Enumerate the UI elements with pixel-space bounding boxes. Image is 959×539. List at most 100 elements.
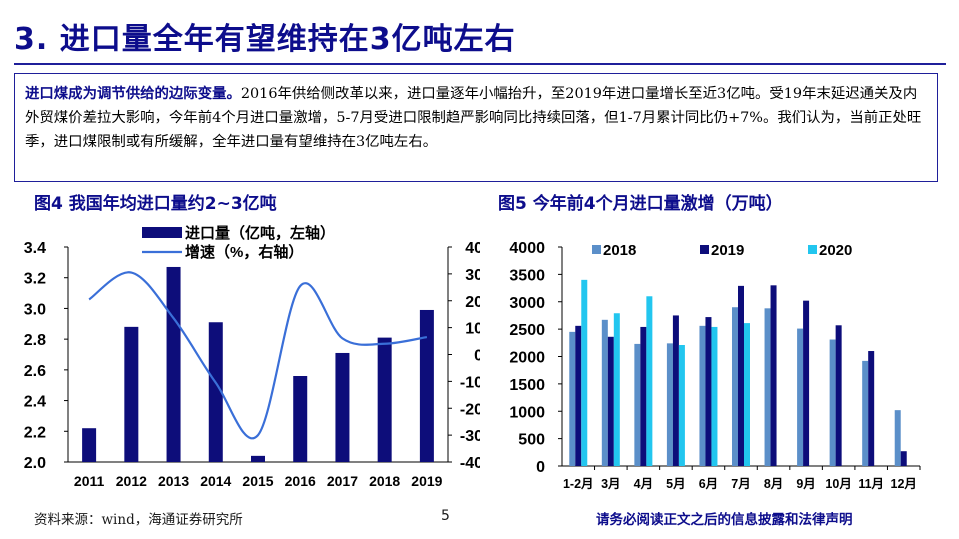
bar-2018 — [732, 307, 738, 466]
y-right-tick-label: 30 — [465, 267, 480, 284]
import-volume-bar — [377, 337, 392, 462]
bar-2020 — [613, 313, 620, 466]
page-number: 5 — [441, 508, 450, 524]
x-tick-label: 8月 — [764, 477, 783, 491]
bar-2018 — [569, 331, 576, 466]
bar-2019 — [705, 317, 712, 466]
bar-2018 — [666, 343, 673, 466]
y-tick-label: 3500 — [509, 267, 545, 284]
import-volume-bar — [124, 326, 139, 462]
disclaimer: 请务必阅读正文之后的信息披露和法律声明 — [596, 512, 853, 528]
y-right-tick-label: 10 — [465, 321, 480, 338]
y-right-tick-label: 20 — [465, 294, 480, 311]
x-tick-label: 2015 — [242, 473, 273, 489]
x-tick-label: 6月 — [699, 477, 718, 491]
y-right-tick-label: 40 — [465, 240, 480, 257]
legend-swatch-bar — [142, 227, 182, 238]
y-left-tick-label: 3.4 — [24, 240, 46, 257]
bar-2020 — [711, 326, 718, 466]
y-left-tick-label: 2.2 — [24, 424, 46, 441]
bar-2018 — [634, 343, 641, 466]
x-tick-label: 2011 — [74, 473, 105, 489]
x-tick-label: 2016 — [285, 473, 316, 489]
bar-2018 — [764, 308, 771, 466]
legend-label-2018: 2018 — [603, 242, 636, 259]
legend-label-2020: 2020 — [819, 242, 852, 259]
figure5-chart: 0 500 1000 1500 2000 2500 3000 3500 4000 1-2月 3月 4月… — [509, 240, 921, 491]
bar-2019 — [607, 336, 614, 466]
y-left-tick-label: 2.0 — [24, 455, 46, 472]
import-volume-bar — [419, 309, 434, 462]
bar-2018 — [601, 319, 608, 466]
bar-2018 — [862, 360, 869, 466]
y-tick-label: 3000 — [509, 295, 545, 312]
summary-box: 进口煤成为调节供给的边际变量。2016年供给侧改革以来，进口量逐年小幅抬升，至2… — [14, 73, 938, 182]
y-right-tick-label: -20 — [460, 401, 480, 418]
growth-rate-line — [88, 271, 428, 440]
x-tick-label: 12月 — [891, 477, 917, 491]
bar-2019 — [835, 325, 842, 466]
bar-2019 — [738, 285, 744, 466]
x-tick-label: 3月 — [601, 477, 620, 491]
legend-swatch-2018 — [592, 245, 601, 254]
bar-2020 — [678, 345, 685, 466]
y-tick-label: 2500 — [509, 322, 545, 339]
bar-2020 — [744, 323, 750, 466]
x-tick-label: 9月 — [796, 477, 815, 491]
x-tick-label: 4月 — [634, 477, 653, 491]
y-left-tick-label: 2.4 — [24, 394, 46, 411]
source-note: 资料来源：wind，海通证券研究所 — [34, 512, 243, 528]
bar-2018 — [829, 339, 836, 466]
legend-swatch-2020 — [808, 245, 817, 254]
y-right-tick-label: -30 — [460, 428, 480, 445]
bar-2018 — [894, 410, 901, 466]
y-right-tick-label: -10 — [460, 374, 480, 391]
import-volume-bar — [208, 322, 223, 462]
x-tick-label: 2013 — [158, 473, 189, 489]
bar-2019 — [803, 300, 810, 466]
y-tick-label: 2000 — [509, 350, 545, 367]
x-tick-label: 7月 — [731, 477, 750, 491]
x-tick-label: 2012 — [116, 473, 147, 489]
y-left-tick-label: 2.6 — [24, 363, 46, 380]
y-left-tick-label: 3.0 — [24, 301, 46, 318]
y-tick-label: 4000 — [509, 240, 545, 257]
y-left-tick-label: 3.2 — [24, 271, 46, 288]
figure5-title: 图5 今年前4个月进口量激增（万吨） — [498, 194, 783, 214]
bar-2020 — [646, 296, 653, 466]
x-tick-label: 10月 — [825, 477, 851, 491]
summary-lead: 进口煤成为调节供给的边际变量。 — [25, 85, 241, 102]
x-tick-label: 2018 — [369, 473, 400, 489]
import-volume-bar — [251, 455, 265, 462]
y-right-tick-label: 0 — [474, 348, 480, 365]
legend-label-bar: 进口量（亿吨，左轴） — [185, 224, 335, 242]
legend-label-2019: 2019 — [711, 242, 744, 259]
summary-body: 2016年供给侧改革以来，进口量逐年小幅抬升，至2019年进口量增长至近3亿吨。… — [25, 86, 922, 150]
y-right-tick-label: -40 — [460, 455, 480, 472]
figure4-title: 图4 我国年均进口量约2~3亿吨 — [34, 194, 277, 214]
bar-2019 — [900, 451, 907, 466]
figure4-chart: 2.0 2.2 2.4 2.6 2.8 3.0 3.2 3.4 -40 -30 -20 -10 0 10 2… — [24, 224, 480, 489]
page-title: 3. 进口量全年有望维持在3亿吨左右 — [14, 22, 516, 57]
bar-2019 — [672, 315, 679, 466]
bar-2018 — [797, 328, 804, 466]
x-tick-label: 5月 — [666, 477, 685, 491]
bar-2019 — [770, 285, 777, 466]
bar-2020 — [581, 279, 588, 466]
y-tick-label: 0 — [536, 459, 545, 476]
x-tick-label: 2019 — [411, 473, 442, 489]
import-volume-bar — [293, 376, 308, 462]
x-tick-label: 1-2月 — [563, 477, 594, 491]
y-left-tick-label: 2.8 — [24, 332, 46, 349]
x-tick-label: 2014 — [200, 473, 231, 489]
import-volume-bar — [166, 266, 181, 462]
legend-label-line: 增速（%，右轴） — [185, 243, 303, 261]
import-volume-bar — [82, 428, 97, 462]
title-divider — [14, 63, 946, 65]
x-tick-label: 11月 — [858, 477, 884, 491]
bar-2019 — [640, 326, 647, 466]
bar-2018 — [699, 325, 706, 466]
bar-2019 — [575, 325, 582, 466]
legend-swatch-2019 — [700, 245, 709, 254]
x-tick-label: 2017 — [327, 473, 358, 489]
